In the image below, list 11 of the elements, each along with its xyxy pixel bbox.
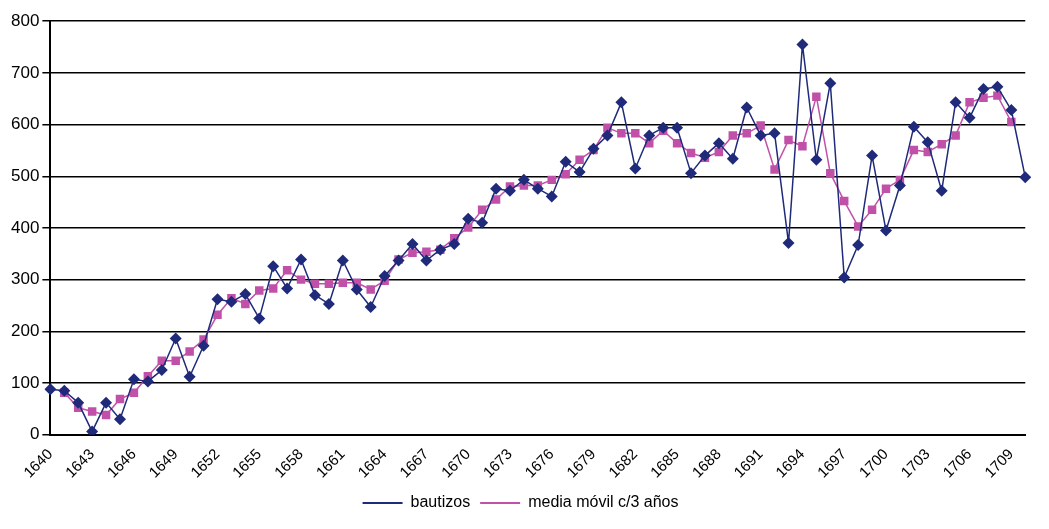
y-tick-label: 700 <box>10 62 40 82</box>
y-tick-label: 400 <box>10 217 40 237</box>
y-tick-label: 800 <box>10 10 40 30</box>
y-tick-label: 100 <box>10 372 40 392</box>
y-tick-label: 200 <box>10 320 40 340</box>
y-tick-label: 300 <box>10 269 40 289</box>
y-tick-label: 500 <box>10 165 40 185</box>
legend-label: media móvil c/3 años <box>528 493 679 511</box>
y-tick-label: 0 <box>29 424 40 444</box>
y-tick-label: 600 <box>10 114 40 134</box>
legend-label: bautizos <box>410 493 471 511</box>
